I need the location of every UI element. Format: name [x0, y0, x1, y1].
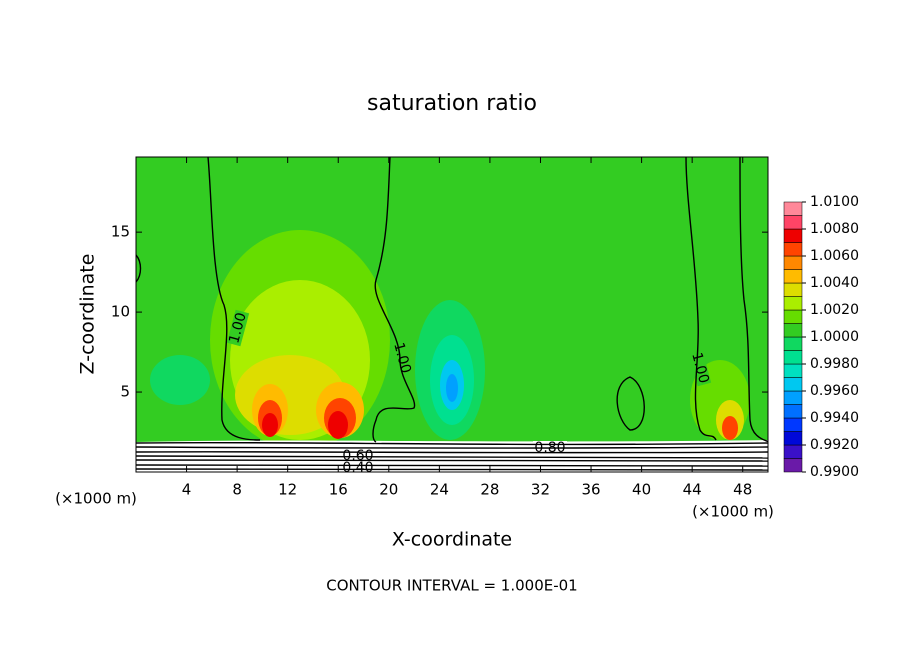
x-tick-label: 24	[430, 481, 449, 499]
x-tick-label: 20	[379, 481, 398, 499]
y-unit: (×1000 m)	[55, 490, 137, 508]
colorbar-tick-label: 0.9920	[810, 437, 859, 453]
contour-line	[372, 157, 416, 443]
colorbar-band	[783, 255, 803, 270]
x-tick-label: 44	[683, 481, 702, 499]
colorbar-band	[783, 336, 803, 351]
y-tick-label: 15	[111, 223, 130, 241]
colorbar-tick-label: 1.0000	[810, 329, 859, 345]
colorbar-band	[783, 309, 803, 324]
contour-line	[616, 376, 645, 431]
field-region	[446, 374, 458, 402]
contour-label-bg	[226, 309, 250, 347]
colorbar-tick-label: 1.0080	[810, 221, 859, 237]
colorbar-band	[783, 404, 803, 419]
colorbar-band	[783, 390, 803, 405]
colorbar-tick-label: 0.9980	[810, 356, 859, 372]
colorbar-tick-label: 0.9960	[810, 383, 859, 399]
colorbar-band	[783, 201, 803, 216]
colorbar-band	[783, 431, 803, 446]
colorbar-tick-label: 1.0100	[810, 194, 859, 210]
colorbar-tick-label: 1.0020	[810, 302, 859, 318]
colorbar-tick-label: 0.9940	[810, 410, 859, 426]
chart-title: saturation ratio	[367, 91, 537, 116]
x-unit: (×1000 m)	[692, 503, 774, 521]
contour-lines	[136, 157, 768, 471]
contour-line	[685, 157, 717, 441]
contour-line	[739, 157, 768, 443]
colorbar-band	[783, 444, 803, 459]
x-axis-label: X-coordinate	[392, 529, 512, 551]
x-tick-label: 8	[232, 481, 242, 499]
contour-line	[136, 455, 768, 459]
colorbar-band	[783, 458, 803, 473]
colorbar-band	[783, 228, 803, 243]
x-tick-label: 16	[329, 481, 348, 499]
contour-line	[136, 254, 142, 283]
colorbar-band	[783, 323, 803, 338]
x-tick-label: 32	[531, 481, 550, 499]
footnote: CONTOUR INTERVAL = 1.000E-01	[326, 577, 577, 595]
x-tick-label: 36	[581, 481, 600, 499]
colorbar-band	[783, 377, 803, 392]
contour-line	[136, 446, 768, 449]
contour-label: 1.00	[688, 351, 712, 385]
y-tick-label: 5	[120, 383, 130, 401]
field-region	[262, 413, 278, 437]
plot-frame	[135, 156, 769, 473]
colorbar-band	[783, 350, 803, 365]
colorbar-band	[783, 282, 803, 297]
colorbar-tick-label: 1.0040	[810, 275, 859, 291]
y-tick-label: 10	[111, 303, 130, 321]
contour-line	[136, 464, 768, 467]
field-region	[150, 355, 210, 405]
contour-line	[136, 451, 768, 454]
field	[136, 157, 768, 472]
x-tick-label: 28	[480, 481, 499, 499]
y-axis-label: Z-coordinate	[77, 254, 99, 375]
colorbar-band	[783, 242, 803, 257]
contour-line	[136, 441, 768, 446]
x-tick-label: 4	[182, 481, 192, 499]
x-tick-label: 40	[632, 481, 651, 499]
x-tick-label: 48	[733, 481, 752, 499]
colorbar-band	[783, 269, 803, 284]
contour-line	[207, 157, 261, 441]
contour-label-bg	[390, 339, 414, 377]
colorbar-band	[783, 215, 803, 230]
colorbar-band	[783, 363, 803, 378]
x-tick-label: 12	[278, 481, 297, 499]
field-region	[722, 416, 738, 440]
colorbar-tick-label: 0.9900	[810, 464, 859, 480]
contour-label: 1.00	[226, 311, 250, 345]
contour-label-bg	[688, 349, 712, 387]
contour-label: 0.40	[342, 460, 373, 476]
colorbar-band	[783, 417, 803, 432]
colorbar-tick-label: 1.0060	[810, 248, 859, 264]
contour-label: 1.00	[390, 341, 414, 375]
field-region	[328, 411, 348, 439]
colorbar-band	[783, 296, 803, 311]
contour-line	[136, 468, 768, 471]
